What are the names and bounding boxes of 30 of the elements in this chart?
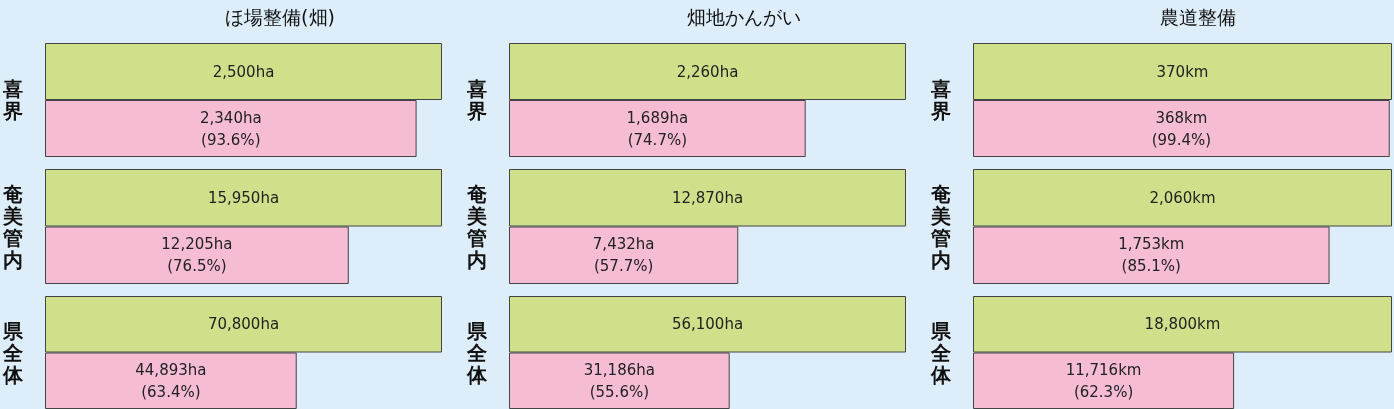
data-label: 1,753km (85.1%) bbox=[1118, 235, 1185, 276]
data-label: 12,205ha (76.5%) bbox=[161, 235, 233, 276]
data-label: 31,186ha (55.6%) bbox=[583, 360, 655, 401]
y-axis-title: 奄美管内 bbox=[466, 181, 487, 272]
y-axis-title: 奄美管内 bbox=[930, 181, 951, 272]
y-axis-title: 県全体 bbox=[466, 318, 488, 387]
data-label: 2,500ha bbox=[212, 62, 275, 81]
data-label: 18,800km bbox=[1144, 315, 1221, 334]
y-axis-title: 喜界 bbox=[2, 77, 23, 123]
data-label: 2,060km bbox=[1149, 188, 1216, 207]
data-label: 1,689ha (74.7%) bbox=[626, 108, 689, 149]
data-label: 2,260ha bbox=[676, 62, 739, 81]
y-axis-title: 奄美管内 bbox=[2, 181, 23, 272]
data-label: 56,100ha bbox=[671, 315, 744, 334]
data-label: 2,340ha (93.6%) bbox=[199, 108, 262, 149]
chart-title: ほ場整備(畑) bbox=[225, 5, 335, 28]
data-label: 11,716km (62.3%) bbox=[1065, 360, 1142, 401]
chart-title: 農道整備 bbox=[1160, 5, 1236, 28]
y-axis-title: 喜界 bbox=[466, 77, 487, 123]
y-axis-title: 喜界 bbox=[930, 77, 951, 123]
data-label: 15,950ha bbox=[207, 188, 280, 207]
y-axis-title: 県全体 bbox=[930, 318, 952, 387]
data-label: 44,893ha (63.4%) bbox=[135, 360, 207, 401]
chart-title: 畑地かんがい bbox=[687, 5, 801, 28]
data-label: 370km bbox=[1156, 62, 1209, 81]
data-label: 368km (99.4%) bbox=[1151, 108, 1212, 149]
data-label: 7,432ha (57.7%) bbox=[592, 235, 655, 276]
data-label: 12,870ha bbox=[671, 188, 744, 207]
y-axis-title: 県全体 bbox=[2, 318, 24, 387]
data-label: 70,800ha bbox=[207, 315, 280, 334]
